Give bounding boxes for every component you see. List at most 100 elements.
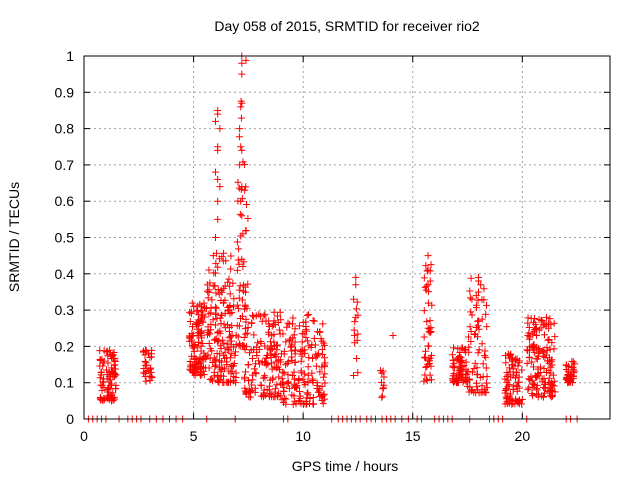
data-point (202, 304, 210, 312)
data-point (304, 363, 312, 371)
data-point (427, 261, 435, 269)
y-axis-label: SRMTID / TECUs (6, 182, 22, 292)
data-point (473, 364, 481, 372)
data-point (515, 359, 523, 367)
data-point (223, 339, 231, 347)
data-point (189, 323, 196, 331)
data-point (220, 249, 228, 257)
data-point (302, 400, 310, 408)
data-point (300, 330, 308, 338)
data-point (546, 315, 554, 323)
data-point (482, 389, 490, 397)
data-point (243, 200, 251, 208)
data-point (529, 344, 537, 352)
data-point (310, 335, 318, 343)
data-point (227, 252, 235, 260)
data-point (197, 328, 205, 336)
y-tick-label: 0.9 (55, 84, 75, 100)
data-point (276, 308, 284, 316)
data-point (308, 341, 316, 349)
data-point (269, 321, 277, 329)
data-point (350, 371, 358, 379)
data-point (252, 360, 260, 368)
data-point (288, 347, 296, 355)
data-point (259, 391, 267, 399)
data-point (464, 367, 472, 375)
data-point (472, 301, 480, 309)
data-point (99, 378, 107, 386)
data-point (379, 385, 387, 393)
data-point (261, 374, 269, 382)
data-point (530, 315, 538, 323)
data-point (291, 325, 299, 333)
data-point (105, 384, 113, 392)
data-point (514, 378, 522, 386)
data-point (107, 380, 115, 388)
data-point (534, 393, 542, 401)
data-point (543, 357, 551, 365)
data-point (189, 331, 197, 339)
data-point (283, 359, 291, 367)
data-point (474, 386, 482, 394)
data-point (354, 369, 362, 377)
data-point (188, 342, 196, 350)
data-point (547, 321, 555, 329)
data-point (237, 197, 245, 205)
data-point (242, 56, 250, 64)
data-point (279, 387, 287, 395)
data-point (548, 339, 556, 347)
data-point (478, 382, 486, 390)
data-point (351, 331, 359, 339)
data-point (275, 326, 283, 334)
data-point (229, 279, 237, 287)
data-point (212, 117, 219, 125)
data-point (468, 387, 476, 395)
data-point (237, 143, 245, 151)
data-point (268, 345, 276, 353)
data-point (273, 341, 281, 349)
data-point (238, 146, 246, 154)
data-point (502, 359, 510, 367)
data-point (523, 359, 531, 367)
data-points (84, 52, 581, 423)
data-point (304, 371, 312, 379)
y-tick-label: 1 (66, 48, 74, 64)
data-point (261, 392, 269, 400)
data-point (216, 125, 224, 133)
data-point (420, 377, 428, 385)
data-point (217, 372, 225, 380)
data-point (477, 281, 485, 289)
data-point (301, 381, 309, 389)
data-point (286, 335, 294, 343)
data-point (238, 99, 246, 107)
data-point (225, 334, 233, 342)
data-point (96, 362, 104, 370)
data-point (224, 278, 232, 286)
data-point (467, 308, 475, 316)
data-point (230, 359, 238, 367)
data-point (190, 355, 198, 363)
data-point (283, 379, 291, 387)
data-point (475, 277, 482, 285)
data-point (279, 368, 287, 376)
data-point (214, 110, 222, 118)
data-point (420, 333, 428, 341)
data-point (215, 255, 223, 263)
data-point (261, 310, 269, 318)
data-point (309, 377, 317, 385)
y-tick-label: 0.4 (55, 266, 75, 282)
data-point (426, 317, 434, 325)
data-point (98, 355, 106, 363)
data-point (288, 391, 296, 399)
data-point (454, 345, 462, 353)
data-point (235, 260, 243, 268)
data-point (142, 348, 150, 356)
data-point (245, 393, 253, 401)
data-point (250, 345, 258, 353)
data-point (303, 311, 311, 319)
data-point (482, 364, 490, 372)
data-point (96, 374, 104, 382)
data-point (304, 337, 312, 345)
data-point (253, 352, 261, 360)
data-point (466, 287, 474, 295)
